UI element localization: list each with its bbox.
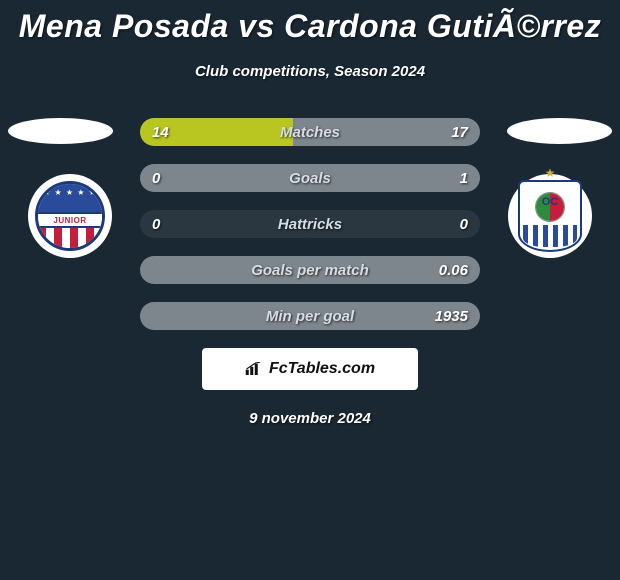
left-ellipse-decor — [8, 118, 113, 144]
stat-row: 00Hattricks — [140, 210, 480, 238]
right-badge-label: OC — [520, 196, 580, 208]
comparison-area: ★ ★ ★ ★ ★ JUNIOR ★ OC 1417Matches 01Goals… — [0, 118, 620, 427]
star-icon: ★ — [518, 166, 582, 180]
junior-badge-icon: ★ ★ ★ ★ ★ JUNIOR — [35, 181, 105, 251]
branding-badge: FcTables.com — [202, 348, 418, 390]
stat-label: Goals — [140, 164, 480, 192]
date-text: 9 november 2024 — [0, 410, 620, 427]
stat-row: 01Goals — [140, 164, 480, 192]
stat-bars: 1417Matches 01Goals 00Hattricks 0.06Goals p… — [140, 118, 480, 330]
stat-label: Goals per match — [140, 256, 480, 284]
stat-label: Min per goal — [140, 302, 480, 330]
right-ellipse-decor — [507, 118, 612, 144]
once-badge-icon: OC — [518, 180, 582, 252]
stat-row: 0.06Goals per match — [140, 256, 480, 284]
stat-row: 1417Matches — [140, 118, 480, 146]
right-team-logo: ★ OC — [508, 174, 592, 258]
page-title: Mena Posada vs Cardona GutiÃ©rrez — [0, 0, 620, 45]
branding-text: FcTables.com — [269, 360, 375, 378]
stat-label: Matches — [140, 118, 480, 146]
bar-chart-icon — [245, 362, 263, 376]
stat-row: 1935Min per goal — [140, 302, 480, 330]
left-team-logo: ★ ★ ★ ★ ★ JUNIOR — [28, 174, 112, 258]
stat-label: Hattricks — [140, 210, 480, 238]
subtitle: Club competitions, Season 2024 — [0, 63, 620, 80]
left-badge-label: JUNIOR — [35, 212, 105, 228]
